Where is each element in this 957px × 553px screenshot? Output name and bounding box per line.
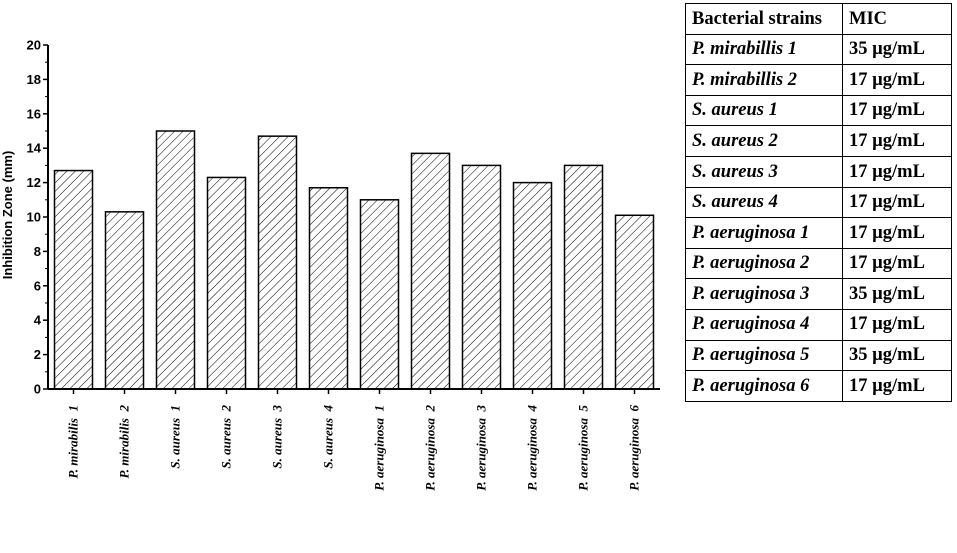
x-category-label: P. mirabilis 2 xyxy=(117,405,132,479)
y-tick-label: 2 xyxy=(34,347,41,362)
strain-cell: P. aeruginosa 4 xyxy=(685,308,843,341)
header-mic: MIC xyxy=(842,3,952,35)
mic-value-cell: 17 µg/mL xyxy=(842,247,952,280)
table-row: S. aureus 3 17 µg/mL xyxy=(685,155,952,188)
strain-cell: P. aeruginosa 6 xyxy=(685,370,843,402)
bar xyxy=(206,176,247,390)
table-row: P. aeruginosa 2 17 µg/mL xyxy=(685,247,952,280)
strain-cell: P. mirabillis 1 xyxy=(685,33,843,66)
y-tick-label: 0 xyxy=(34,382,41,397)
y-tick-label: 4 xyxy=(34,313,42,328)
x-category-label: S. aureus 2 xyxy=(219,405,234,469)
x-category-label: P. aeruginosa 2 xyxy=(423,405,438,491)
x-category-label: P. aeruginosa 5 xyxy=(576,405,591,491)
bar xyxy=(308,187,349,390)
mic-value-cell: 35 µg/mL xyxy=(842,278,952,310)
mic-table: Bacterial strains MIC P. mirabillis 1 35 … xyxy=(685,3,952,402)
strain-cell: P. aeruginosa 5 xyxy=(685,339,843,372)
bar xyxy=(461,164,502,390)
mic-table-header-row: Bacterial strains MIC xyxy=(685,3,952,35)
table-row: P. aeruginosa 1 17 µg/mL xyxy=(685,217,952,249)
mic-value-cell: 35 µg/mL xyxy=(842,339,952,372)
bar xyxy=(104,211,145,390)
y-tick-label: 12 xyxy=(27,175,41,190)
bar xyxy=(512,181,553,390)
y-tick-label: 10 xyxy=(27,210,41,225)
y-tick-label: 8 xyxy=(34,244,41,259)
x-category-label: P. aeruginosa 6 xyxy=(627,405,642,491)
x-category-label: S. aureus 1 xyxy=(168,405,183,469)
table-row: P. mirabillis 1 35 µg/mL xyxy=(685,33,952,66)
strain-cell: P. aeruginosa 2 xyxy=(685,247,843,280)
bar xyxy=(257,135,298,390)
x-category-label: P. aeruginosa 3 xyxy=(474,405,489,491)
strain-cell: S. aureus 3 xyxy=(685,155,843,188)
bar xyxy=(614,214,655,390)
table-row: P. aeruginosa 5 35 µg/mL xyxy=(685,339,952,372)
mic-value-cell: 17 µg/mL xyxy=(842,155,952,188)
mic-value-cell: 17 µg/mL xyxy=(842,308,952,341)
strain-cell: S. aureus 1 xyxy=(685,94,843,127)
mic-value-cell: 35 µg/mL xyxy=(842,33,952,66)
strain-cell: S. aureus 4 xyxy=(685,186,843,219)
x-category-labels: P. mirabilis 1 P. mirabilis 2 S. aureus 1 S… xyxy=(66,389,642,491)
table-row: S. aureus 1 17 µg/mL xyxy=(685,94,952,127)
table-row: P. aeruginosa 6 17 µg/mL xyxy=(685,370,952,402)
table-row: P. mirabillis 2 17 µg/mL xyxy=(685,64,952,96)
x-category-label: P. mirabilis 1 xyxy=(66,405,81,478)
y-axis-title: Inhibition Zone (mm) xyxy=(0,151,15,280)
bar xyxy=(155,130,196,390)
table-row: S. aureus 2 17 µg/mL xyxy=(685,125,952,157)
bar xyxy=(53,169,94,390)
bar xyxy=(410,152,451,390)
y-tick-label: 16 xyxy=(27,106,41,121)
mic-value-cell: 17 µg/mL xyxy=(842,217,952,249)
strain-cell: P. mirabillis 2 xyxy=(685,64,843,96)
y-tick-label: 14 xyxy=(27,141,42,156)
strain-cell: S. aureus 2 xyxy=(685,125,843,157)
y-ticks: 0 2 4 6 8 10 12 14 16 18 20 xyxy=(27,38,48,397)
x-category-label: P. aeruginosa 4 xyxy=(525,405,540,491)
mic-value-cell: 17 µg/mL xyxy=(842,186,952,219)
mic-value-cell: 17 µg/mL xyxy=(842,64,952,96)
table-row: S. aureus 4 17 µg/mL xyxy=(685,186,952,219)
mic-value-cell: 17 µg/mL xyxy=(842,125,952,157)
strain-cell: P. aeruginosa 3 xyxy=(685,278,843,310)
table-row: P. aeruginosa 4 17 µg/mL xyxy=(685,308,952,341)
strain-cell: P. aeruginosa 1 xyxy=(685,217,843,249)
y-tick-label: 18 xyxy=(27,72,41,87)
y-tick-label: 6 xyxy=(34,278,41,293)
y-tick-label: 20 xyxy=(27,38,41,53)
x-category-label: S. aureus 4 xyxy=(321,405,336,469)
x-category-label: S. aureus 3 xyxy=(270,405,285,469)
table-row: P. aeruginosa 3 35 µg/mL xyxy=(685,278,952,310)
header-bacterial-strains: Bacterial strains xyxy=(685,3,843,35)
bars-layer xyxy=(53,130,655,390)
bar xyxy=(563,164,604,390)
bar xyxy=(359,199,400,390)
mic-value-cell: 17 µg/mL xyxy=(842,94,952,127)
x-category-label: P. aeruginosa 1 xyxy=(372,405,387,491)
mic-value-cell: 17 µg/mL xyxy=(842,370,952,402)
